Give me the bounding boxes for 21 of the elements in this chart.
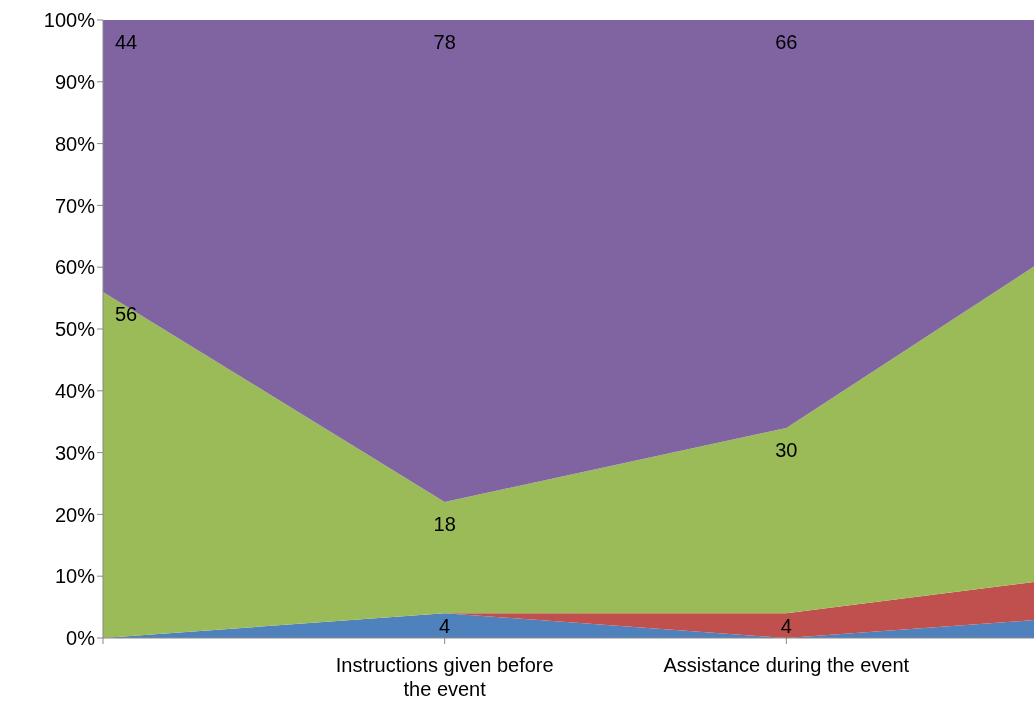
data-label: 4: [780, 614, 792, 637]
data-label: 56: [115, 302, 138, 325]
y-tick-label: 60%: [54, 256, 96, 279]
y-tick-label: 70%: [54, 194, 96, 217]
y-tick-label: 30%: [54, 441, 96, 464]
x-tick-label: Assistance during the event: [663, 654, 910, 676]
data-label: 4: [439, 614, 451, 637]
y-tick-label: 50%: [54, 318, 96, 341]
data-label: 78: [433, 31, 456, 53]
y-tick-label: 40%: [54, 379, 96, 402]
data-label: 30: [775, 438, 798, 461]
x-tick-label: Instructions given before the event: [335, 654, 554, 700]
y-tick-label: 20%: [54, 503, 96, 526]
data-label: 44: [115, 31, 138, 53]
y-tick-label: 0%: [66, 627, 96, 650]
y-tick-label: 80%: [54, 132, 96, 155]
y-tick-label: 100%: [43, 9, 96, 32]
y-tick-label: 10%: [54, 565, 96, 588]
data-label: 66: [775, 31, 798, 53]
data-label: 18: [433, 513, 456, 536]
y-tick-label: 90%: [54, 70, 96, 93]
